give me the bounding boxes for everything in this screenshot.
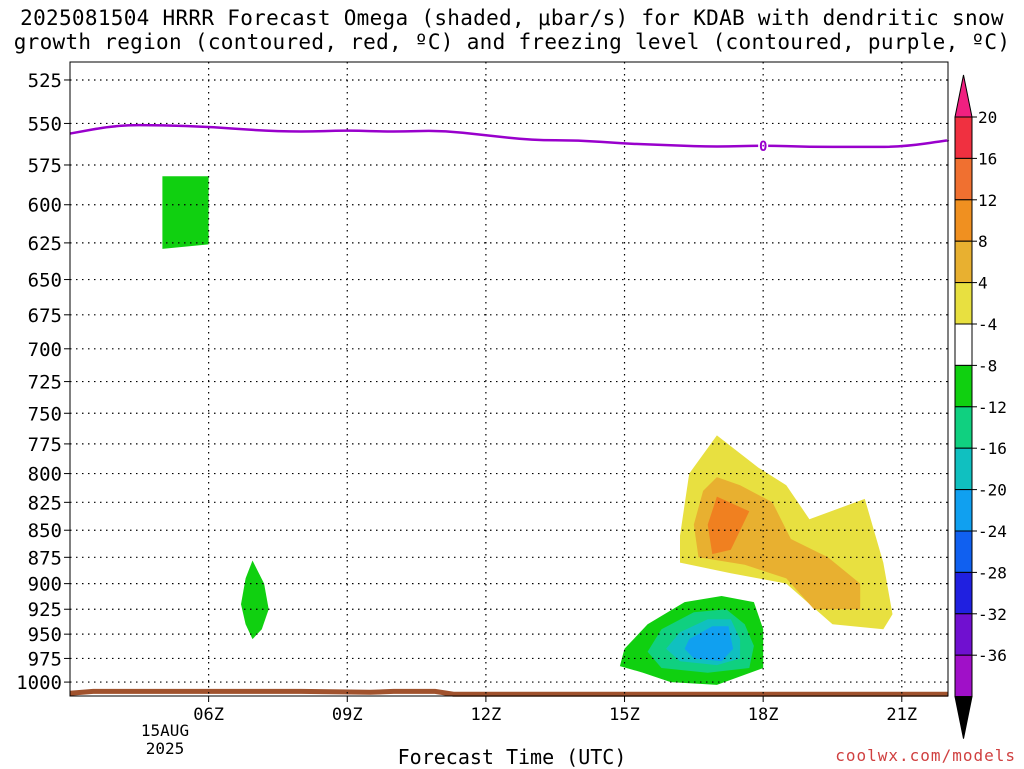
colorbar-label-2: 16 xyxy=(978,149,997,168)
colorbar-segment-3 xyxy=(954,199,973,242)
y-tick-label-750: 750 xyxy=(28,403,62,425)
freezing-level-label-bg xyxy=(758,138,769,155)
colorbar-top-triangle xyxy=(954,74,973,118)
colorbar-label-4: 8 xyxy=(978,232,988,251)
colorbar-segment-12 xyxy=(954,571,973,615)
colorbar-segment-1 xyxy=(954,116,973,159)
y-tick-label-650: 650 xyxy=(28,270,62,292)
colorbar-label-8: -12 xyxy=(978,398,1007,417)
colorbar-label-5: 4 xyxy=(978,274,988,293)
colorbar-segment-14 xyxy=(954,654,973,698)
omega-region-5 xyxy=(707,496,750,555)
colorbar-segment-7 xyxy=(954,364,973,408)
freezing-level-line xyxy=(68,123,950,149)
x-tick-label-12Z: 12Z xyxy=(471,705,502,725)
y-tick-label-700: 700 xyxy=(28,339,62,361)
chart-title: 2025081504 HRRR Forecast Omega (shaded, … xyxy=(13,6,1011,54)
omega-region-1 xyxy=(162,176,209,249)
colorbar-label-13: -32 xyxy=(978,605,1007,624)
y-tick-label-875: 875 xyxy=(28,547,62,569)
y-tick-label-725: 725 xyxy=(28,372,62,394)
plot-frame xyxy=(69,61,949,697)
y-tick-label-1000: 1000 xyxy=(16,672,62,694)
x-tick-label-21Z: 21Z xyxy=(886,705,917,725)
y-tick-label-925: 925 xyxy=(28,599,62,621)
y-tick-label-675: 675 xyxy=(28,305,62,327)
colorbar-segment-2 xyxy=(954,157,973,201)
colorbar-segment-10 xyxy=(954,489,973,532)
colorbar-bottom-triangle xyxy=(954,696,973,739)
colorbar-label-7: -8 xyxy=(978,356,997,375)
y-tick-label-950: 950 xyxy=(28,624,62,646)
colorbar-segment-5 xyxy=(954,282,973,325)
colorbar-label-9: -16 xyxy=(978,439,1007,458)
colorbar-segment-11 xyxy=(954,530,973,573)
colorbar-segment-6 xyxy=(954,323,973,366)
colorbar-label-1: 20 xyxy=(978,108,997,127)
colorbar-label-10: -20 xyxy=(978,481,1007,500)
y-tick-label-625: 625 xyxy=(28,233,62,255)
freezing-level-label: 0 xyxy=(759,139,767,155)
x-tick-label-15Z: 15Z xyxy=(609,705,640,725)
colorbar-label-12: -28 xyxy=(978,563,1007,582)
y-tick-label-775: 775 xyxy=(28,434,62,456)
x-tick-label-18Z: 18Z xyxy=(748,705,779,725)
x-tick-label-06Z: 06Z xyxy=(193,705,224,725)
surface-line xyxy=(69,688,948,697)
colorbar-label-14: -36 xyxy=(978,646,1007,665)
x-axis-label: Forecast Time (UTC) xyxy=(397,745,627,769)
y-tick-label-800: 800 xyxy=(28,464,62,486)
omega-region-9 xyxy=(684,626,734,662)
y-tick-label-850: 850 xyxy=(28,520,62,542)
colorbar-segment-4 xyxy=(954,240,973,284)
colorbar-segment-13 xyxy=(954,613,973,656)
colorbar-label-3: 12 xyxy=(978,191,997,210)
y-tick-label-525: 525 xyxy=(28,70,62,92)
y-tick-label-575: 575 xyxy=(28,155,62,177)
y-tick-label-825: 825 xyxy=(28,492,62,514)
omega-region-2 xyxy=(241,560,269,640)
colorbar-segment-9 xyxy=(954,447,973,491)
colorbar-label-6: -4 xyxy=(978,315,997,334)
colorbar-label-11: -24 xyxy=(978,522,1007,541)
y-tick-label-975: 975 xyxy=(28,648,62,670)
credit-link[interactable]: coolwx.com/models xyxy=(835,746,1016,765)
colorbar-segment-8 xyxy=(954,406,973,449)
y-tick-label-900: 900 xyxy=(28,574,62,596)
y-tick-label-550: 550 xyxy=(28,113,62,135)
y-tick-label-600: 600 xyxy=(28,195,62,217)
date-label: 15AUG 2025 xyxy=(140,721,190,758)
x-tick-label-09Z: 09Z xyxy=(332,705,363,725)
